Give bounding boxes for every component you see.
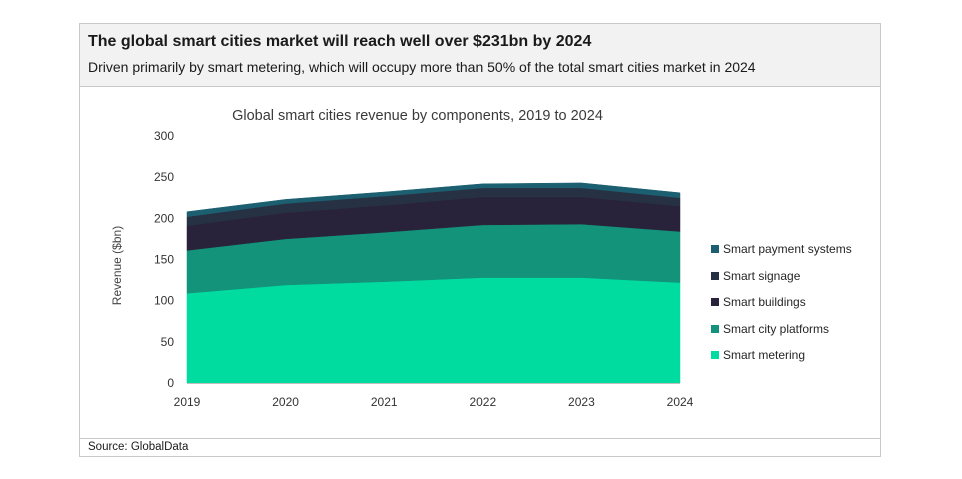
card-footer: Source: GlobalData — [80, 438, 880, 456]
x-tick-label: 2021 — [371, 395, 398, 409]
legend-item: Smart buildings — [711, 289, 852, 316]
y-tick-label: 150 — [154, 253, 174, 267]
legend-item: Smart metering — [711, 342, 852, 369]
chart-title: Global smart cities revenue by component… — [232, 108, 603, 124]
legend-item: Smart payment systems — [711, 236, 852, 263]
legend-label: Smart metering — [723, 348, 806, 363]
legend-label: Smart buildings — [723, 295, 806, 310]
subheadline: Driven primarily by smart metering, whic… — [88, 59, 756, 75]
x-tick-label: 2019 — [174, 395, 201, 409]
area-smart-metering — [186, 277, 681, 384]
x-tick-label: 2022 — [469, 395, 496, 409]
area-smart-payment-systems — [186, 182, 681, 217]
legend-swatch — [711, 298, 719, 307]
legend-label: Smart city platforms — [723, 321, 830, 336]
y-tick-label: 100 — [154, 294, 174, 308]
y-tick-label: 0 — [167, 376, 174, 390]
y-axis-label: Revenue ($bn) — [110, 226, 124, 305]
chart-legend: Smart payment systems Smart signage Smart … — [711, 236, 852, 369]
legend-item: Smart signage — [711, 263, 852, 290]
source-note: Source: GlobalData — [88, 441, 189, 453]
legend-swatch — [711, 351, 719, 360]
y-tick-label: 250 — [154, 170, 174, 184]
legend-label: Smart signage — [723, 268, 801, 283]
legend-label: Smart payment systems — [723, 242, 852, 257]
x-tick-label: 2023 — [568, 395, 595, 409]
legend-swatch — [711, 245, 719, 254]
card-header: The global smart cities market will reac… — [80, 24, 880, 87]
chart-card: The global smart cities market will reac… — [79, 23, 881, 457]
headline: The global smart cities market will reac… — [88, 33, 592, 50]
legend-swatch — [711, 271, 719, 280]
x-tick-label: 2020 — [272, 395, 299, 409]
y-tick-label: 50 — [161, 335, 175, 349]
y-tick-label: 300 — [154, 129, 174, 143]
x-tick-label: 2024 — [667, 395, 694, 409]
legend-swatch — [711, 324, 719, 333]
legend-item: Smart city platforms — [711, 316, 852, 343]
y-tick-label: 200 — [154, 211, 174, 225]
